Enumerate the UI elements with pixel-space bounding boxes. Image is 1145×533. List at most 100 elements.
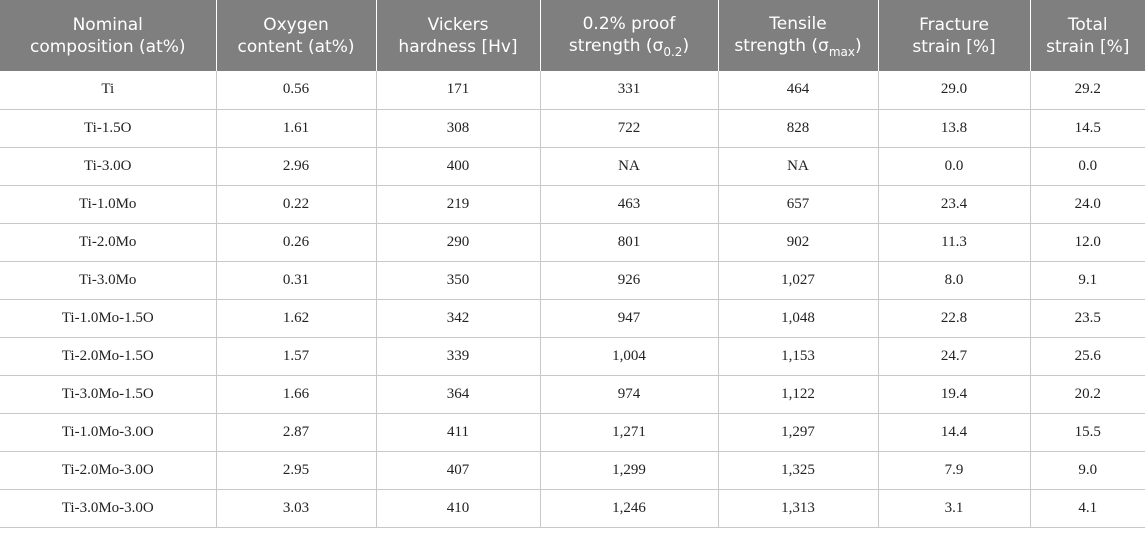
cell-hardness: 364	[375, 375, 540, 414]
cell-total-strain: 25.6	[1029, 337, 1145, 376]
header-fracture-strain: Fracture strain [%]	[877, 0, 1030, 71]
cell-tensile-strength: 828	[717, 109, 878, 148]
cell-proof-strength: 463	[539, 185, 718, 224]
cell-tensile-strength: 1,027	[717, 261, 878, 300]
cell-hardness: 290	[375, 223, 540, 262]
cell-oxygen: 2.95	[215, 451, 376, 490]
cell-composition: Ti-3.0Mo	[0, 261, 216, 300]
cell-tensile-strength: 1,122	[717, 375, 878, 414]
table-row: Ti-3.0Mo 0.31 350 926 1,027 8.0 9.1	[0, 261, 1145, 300]
cell-proof-strength: 974	[539, 375, 718, 414]
cell-tensile-strength: 902	[717, 223, 878, 262]
header-nominal-composition: Nominal composition (at%)	[0, 0, 216, 71]
table-row: Ti-1.5O 1.61 308 722 828 13.8 14.5	[0, 109, 1145, 148]
cell-fracture-strain: 19.4	[877, 375, 1030, 414]
cell-proof-strength: 926	[539, 261, 718, 300]
cell-total-strain: 14.5	[1029, 109, 1145, 148]
cell-oxygen: 1.62	[215, 299, 376, 338]
cell-fracture-strain: 3.1	[877, 489, 1030, 528]
cell-total-strain: 4.1	[1029, 489, 1145, 528]
cell-oxygen: 0.26	[215, 223, 376, 262]
cell-tensile-strength: 657	[717, 185, 878, 224]
table-row: Ti-2.0Mo 0.26 290 801 902 11.3 12.0	[0, 223, 1145, 262]
cell-proof-strength: 331	[539, 71, 718, 110]
header-oxygen-content: Oxygen content (at%)	[215, 0, 376, 71]
header-row: Nominal composition (at%) Oxygen content…	[0, 0, 1145, 71]
cell-oxygen: 1.66	[215, 375, 376, 414]
cell-oxygen: 1.57	[215, 337, 376, 376]
cell-fracture-strain: 24.7	[877, 337, 1030, 376]
cell-tensile-strength: NA	[717, 147, 878, 186]
cell-proof-strength: 722	[539, 109, 718, 148]
cell-tensile-strength: 1,048	[717, 299, 878, 338]
cell-total-strain: 9.0	[1029, 451, 1145, 490]
cell-oxygen: 2.87	[215, 413, 376, 452]
cell-composition: Ti-3.0O	[0, 147, 216, 186]
cell-proof-strength: 1,271	[539, 413, 718, 452]
cell-hardness: 339	[375, 337, 540, 376]
cell-tensile-strength: 1,297	[717, 413, 878, 452]
cell-hardness: 400	[375, 147, 540, 186]
cell-hardness: 410	[375, 489, 540, 528]
cell-composition: Ti-2.0Mo-3.0O	[0, 451, 216, 490]
cell-tensile-strength: 464	[717, 71, 878, 110]
cell-hardness: 342	[375, 299, 540, 338]
header-total-strain: Total strain [%]	[1029, 0, 1145, 71]
cell-oxygen: 0.22	[215, 185, 376, 224]
cell-oxygen: 0.56	[215, 71, 376, 110]
cell-composition: Ti-1.5O	[0, 109, 216, 148]
table-row: Ti-3.0Mo-3.0O 3.03 410 1,246 1,313 3.1 4…	[0, 489, 1145, 528]
cell-composition: Ti-2.0Mo-1.5O	[0, 337, 216, 376]
cell-fracture-strain: 22.8	[877, 299, 1030, 338]
cell-proof-strength: NA	[539, 147, 718, 186]
table-row: Ti-2.0Mo-3.0O 2.95 407 1,299 1,325 7.9 9…	[0, 451, 1145, 490]
cell-fracture-strain: 8.0	[877, 261, 1030, 300]
cell-tensile-strength: 1,325	[717, 451, 878, 490]
cell-total-strain: 12.0	[1029, 223, 1145, 262]
cell-total-strain: 23.5	[1029, 299, 1145, 338]
cell-oxygen: 2.96	[215, 147, 376, 186]
cell-tensile-strength: 1,153	[717, 337, 878, 376]
cell-proof-strength: 1,004	[539, 337, 718, 376]
cell-hardness: 308	[375, 109, 540, 148]
cell-fracture-strain: 7.9	[877, 451, 1030, 490]
cell-fracture-strain: 29.0	[877, 71, 1030, 110]
cell-hardness: 171	[375, 71, 540, 110]
cell-fracture-strain: 14.4	[877, 413, 1030, 452]
cell-tensile-strength: 1,313	[717, 489, 878, 528]
table-row: Ti 0.56 171 331 464 29.0 29.2	[0, 71, 1145, 110]
header-tensile-strength: Tensile strength (σmax)	[717, 0, 878, 71]
cell-fracture-strain: 23.4	[877, 185, 1030, 224]
cell-hardness: 411	[375, 413, 540, 452]
cell-proof-strength: 801	[539, 223, 718, 262]
cell-hardness: 350	[375, 261, 540, 300]
cell-oxygen: 3.03	[215, 489, 376, 528]
table-row: Ti-3.0O 2.96 400 NA NA 0.0 0.0	[0, 147, 1145, 186]
cell-composition: Ti	[0, 71, 216, 110]
cell-total-strain: 9.1	[1029, 261, 1145, 300]
cell-fracture-strain: 0.0	[877, 147, 1030, 186]
cell-proof-strength: 1,246	[539, 489, 718, 528]
header-proof-strength: 0.2% proof strength (σ0.2)	[539, 0, 718, 71]
cell-composition: Ti-3.0Mo-1.5O	[0, 375, 216, 414]
cell-hardness: 219	[375, 185, 540, 224]
cell-oxygen: 0.31	[215, 261, 376, 300]
table-row: Ti-1.0Mo 0.22 219 463 657 23.4 24.0	[0, 185, 1145, 224]
cell-composition: Ti-1.0Mo	[0, 185, 216, 224]
cell-total-strain: 29.2	[1029, 71, 1145, 110]
cell-proof-strength: 1,299	[539, 451, 718, 490]
cell-total-strain: 0.0	[1029, 147, 1145, 186]
cell-fracture-strain: 13.8	[877, 109, 1030, 148]
cell-composition: Ti-3.0Mo-3.0O	[0, 489, 216, 528]
table-row: Ti-1.0Mo-1.5O 1.62 342 947 1,048 22.8 23…	[0, 299, 1145, 338]
cell-composition: Ti-1.0Mo-1.5O	[0, 299, 216, 338]
cell-proof-strength: 947	[539, 299, 718, 338]
cell-total-strain: 24.0	[1029, 185, 1145, 224]
cell-fracture-strain: 11.3	[877, 223, 1030, 262]
cell-total-strain: 15.5	[1029, 413, 1145, 452]
table-row: Ti-3.0Mo-1.5O 1.66 364 974 1,122 19.4 20…	[0, 375, 1145, 414]
table-row: Ti-2.0Mo-1.5O 1.57 339 1,004 1,153 24.7 …	[0, 337, 1145, 376]
header-vickers-hardness: Vickers hardness [Hv]	[375, 0, 540, 71]
cell-hardness: 407	[375, 451, 540, 490]
cell-oxygen: 1.61	[215, 109, 376, 148]
